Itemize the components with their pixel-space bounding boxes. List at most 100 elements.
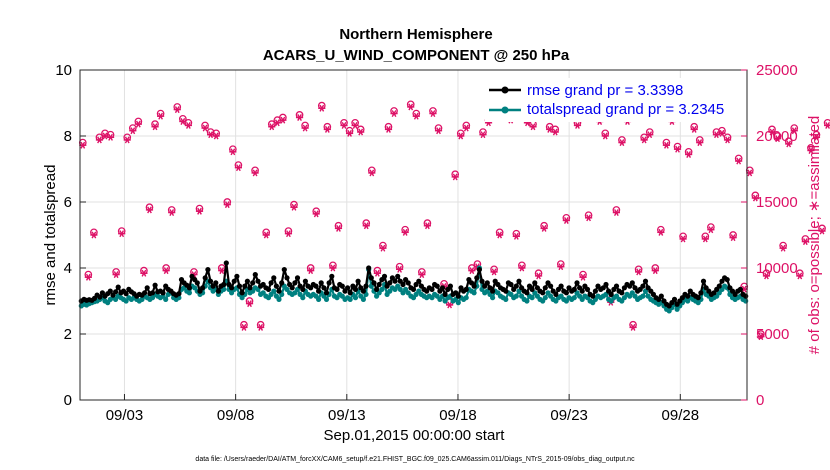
obs-assimilated-point — [696, 139, 704, 147]
obs-assimilated-point — [295, 114, 304, 121]
series-point-totalspread — [490, 295, 496, 301]
obs-assimilated-point — [218, 267, 226, 275]
series-point-totalspread — [471, 290, 477, 296]
obs-assimilated-point — [95, 136, 104, 144]
series-point-rmse — [642, 278, 649, 284]
obs-assimilated-point — [223, 201, 231, 209]
series-point-rmse — [313, 283, 319, 289]
series-point-totalspread — [743, 298, 749, 304]
series-point-totalspread — [300, 295, 306, 301]
series-point-rmse — [265, 286, 272, 292]
obs-assimilated-point — [818, 227, 826, 235]
y-tick-label-right: 15000 — [756, 194, 798, 211]
obs-assimilated-point — [646, 131, 654, 139]
series-point-totalspread — [513, 293, 519, 299]
series-point-rmse — [252, 272, 258, 278]
chart-subtitle: ACARS_U_WIND_COMPONENT @ 250 hPa — [263, 47, 570, 64]
obs-assimilated-point — [162, 267, 170, 275]
series-point-rmse — [387, 280, 393, 286]
obs-assimilated-point — [690, 125, 698, 133]
series-point-rmse — [698, 290, 704, 296]
obs-assimilated-point — [379, 244, 387, 252]
series-point-rmse — [695, 295, 701, 301]
obs-assimilated-point — [101, 132, 109, 140]
series-point-rmse — [395, 273, 401, 279]
series-point-rmse — [215, 288, 221, 294]
series-point-rmse — [590, 293, 596, 299]
obs-assimilated-point — [195, 207, 204, 215]
series-point-totalspread — [529, 295, 535, 301]
y-tick-label-left: 10 — [55, 62, 72, 79]
series-point-rmse — [202, 275, 208, 281]
series-point-rmse — [142, 290, 148, 296]
obs-assimilated-point — [512, 232, 520, 240]
x-tick-label: 09/03 — [106, 407, 144, 424]
series-point-rmse — [455, 293, 461, 299]
obs-assimilated-point — [140, 269, 148, 277]
obs-assimilated-point — [423, 222, 431, 230]
obs-assimilated-point — [323, 125, 331, 133]
y-tick-label-right: 5000 — [756, 326, 789, 343]
obs-assimilated-point — [262, 231, 270, 239]
x-tick-label: 09/13 — [328, 407, 366, 424]
series-point-rmse — [200, 285, 206, 291]
series-point-totalspread — [640, 293, 646, 299]
obs-assimilated-point — [629, 323, 637, 331]
obs-assimilated-point — [429, 110, 437, 118]
series-point-rmse — [490, 288, 496, 294]
series-point-rmse — [318, 280, 324, 286]
series-layer — [78, 260, 749, 314]
obs-assimilated-point — [807, 147, 815, 154]
obs-assimilated-point — [434, 127, 443, 135]
grid — [80, 70, 747, 400]
obs-assimilated-point — [273, 119, 281, 127]
obs-assimilated-point — [701, 235, 709, 243]
obs-assimilated-point — [284, 230, 293, 238]
obs-assimilated-point — [201, 124, 209, 132]
obs-assimilated-point — [179, 118, 187, 125]
series-point-totalspread — [542, 295, 548, 301]
obs-assimilated-point — [156, 112, 165, 120]
x-tick-label: 09/18 — [439, 407, 477, 424]
series-point-rmse — [629, 280, 635, 286]
series-point-rmse — [149, 290, 156, 296]
obs-assimilated-point — [762, 272, 771, 280]
obs-assimilated-point — [412, 112, 420, 120]
series-point-rmse — [474, 275, 480, 281]
obs-assimilated-point — [601, 132, 609, 140]
obs-assimilated-point — [662, 141, 671, 149]
series-point-rmse — [244, 278, 250, 284]
x-tick-label: 09/28 — [662, 407, 700, 424]
x-tick-label: 09/08 — [217, 407, 255, 424]
obs-assimilated-point — [679, 235, 687, 243]
obs-assimilated-point — [562, 217, 570, 224]
obs-assimilated-point — [729, 234, 737, 242]
obs-assimilated-point — [584, 214, 593, 222]
series-point-rmse — [205, 267, 211, 273]
series-point-rmse — [476, 267, 482, 273]
obs-assimilated-point — [268, 123, 276, 131]
y-tick-label-right: 25000 — [756, 62, 798, 79]
series-point-rmse — [724, 277, 730, 283]
obs-assimilated-point — [307, 267, 315, 275]
obs-assimilated-point — [279, 116, 287, 124]
obs-assimilated-point — [712, 131, 721, 139]
obs-assimilated-point — [318, 104, 326, 112]
obs-assimilated-point — [357, 128, 365, 136]
series-point-rmse — [221, 281, 227, 288]
series-point-rmse — [371, 280, 377, 286]
series-point-rmse — [144, 285, 150, 291]
series-point-rmse — [250, 280, 256, 286]
series-point-rmse — [374, 286, 380, 292]
series-point-rmse — [113, 289, 119, 295]
series-point-rmse — [400, 281, 406, 288]
series-point-rmse — [234, 273, 240, 279]
series-point-rmse — [503, 288, 509, 294]
series-point-rmse — [479, 278, 485, 284]
series-point-rmse — [363, 283, 369, 289]
series-point-rmse — [334, 286, 340, 292]
series-point-rmse — [405, 280, 411, 286]
series-point-rmse — [716, 283, 722, 289]
obs-assimilated-point — [373, 269, 381, 277]
series-point-rmse — [592, 288, 599, 294]
